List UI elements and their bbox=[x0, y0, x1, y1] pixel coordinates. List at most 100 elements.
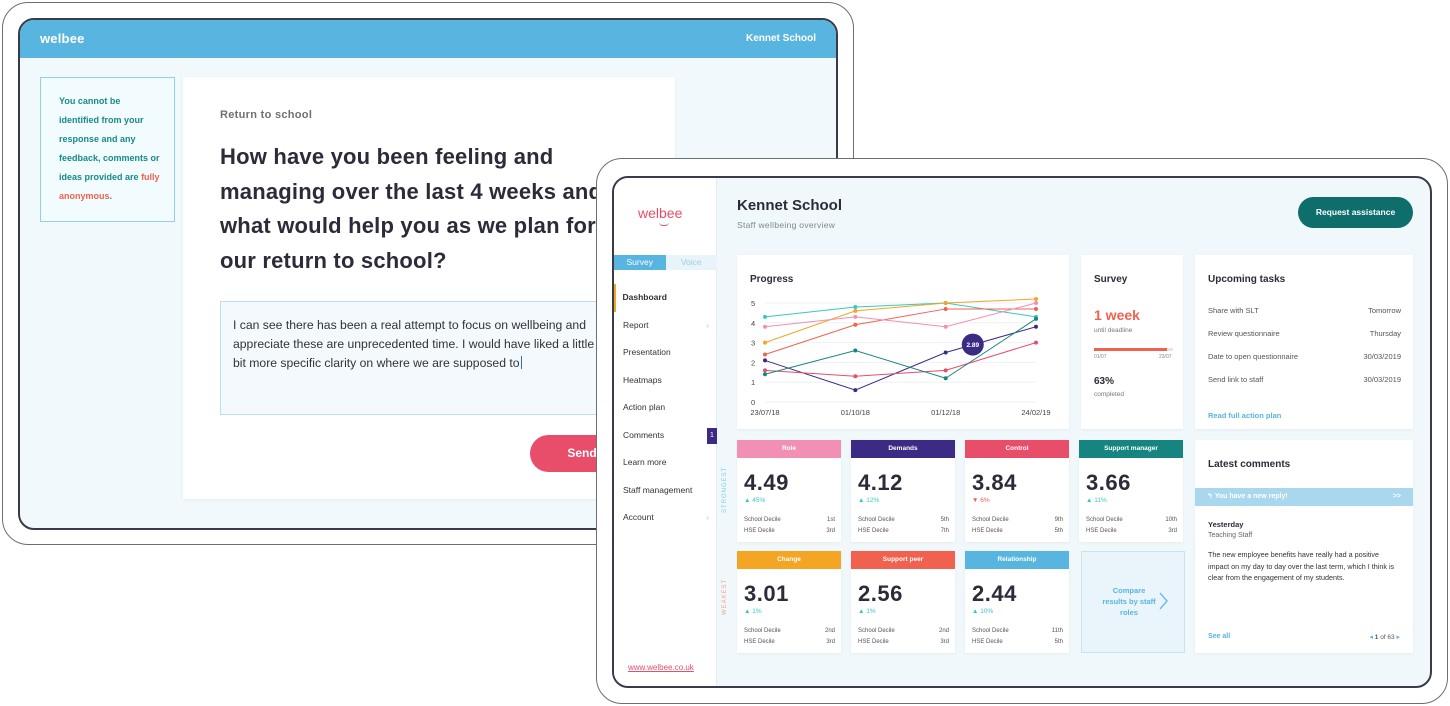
data-point bbox=[763, 340, 767, 345]
hse-decile-row: HSE Decile 3rd bbox=[744, 528, 835, 534]
data-point bbox=[1034, 324, 1038, 329]
arrow-up-icon: ▲ bbox=[972, 608, 979, 615]
task-label: Share with SLT bbox=[1208, 306, 1259, 315]
page-subtitle: Staff wellbeing overview bbox=[737, 220, 836, 230]
hse-decile-row: HSE Decile 3rd bbox=[744, 639, 835, 645]
tile-change: ▲ 12% bbox=[858, 497, 879, 504]
nav-label: Presentation bbox=[623, 347, 671, 357]
reply-icon: ↰ bbox=[1207, 493, 1215, 500]
hse-decile-row: HSE Decile 3rd bbox=[858, 639, 949, 645]
domain-tile-control[interactable]: Control 3.84 ▼ 6% School Decile 9th HSE Decil… bbox=[965, 440, 1069, 542]
data-point bbox=[943, 306, 948, 311]
banner-text: You have a new reply! bbox=[1214, 493, 1288, 500]
welbee-website-link[interactable]: www.welbee.co.uk bbox=[628, 663, 694, 672]
arrow-up-icon: ▲ bbox=[744, 497, 751, 504]
hse-decile-label: HSE Decile bbox=[1086, 528, 1117, 534]
school-decile-value: 9th bbox=[1054, 517, 1063, 523]
tab-voice[interactable]: Voice bbox=[665, 255, 717, 270]
comments-badge: 1 bbox=[707, 427, 717, 444]
tile-score: 3.01 bbox=[744, 581, 789, 606]
school-decile-value: 2nd bbox=[824, 628, 835, 634]
school-decile-value: 11th bbox=[1051, 628, 1063, 634]
domain-tile-change[interactable]: Change 3.01 ▲ 1% School Decile 2nd HSE Decile… bbox=[737, 551, 841, 653]
y-tick-label: 0 bbox=[751, 398, 755, 407]
answer-text: I can see there has been a real attempt … bbox=[233, 318, 595, 371]
school-name: Kennet School bbox=[745, 33, 816, 44]
chevron-right-icon bbox=[1159, 592, 1168, 610]
new-reply-banner[interactable]: ↰ You have a new reply! >> bbox=[1195, 488, 1413, 506]
comment-pagination: ◂ 1 of 63 ▸ bbox=[1369, 633, 1400, 641]
school-decile-label: School Decile bbox=[744, 628, 781, 634]
tile-change: ▲ 11% bbox=[1086, 497, 1107, 504]
school-decile-value: 2nd bbox=[938, 628, 949, 634]
series-line bbox=[764, 342, 1037, 377]
prev-page-icon[interactable]: ◂ bbox=[1369, 634, 1373, 641]
nav-heatmaps[interactable]: Heatmaps bbox=[614, 367, 717, 395]
data-point bbox=[1034, 301, 1038, 305]
compare-staff-roles-button[interactable]: Compare results by staff roles bbox=[1081, 551, 1185, 653]
tab-survey[interactable]: Survey bbox=[614, 255, 666, 270]
read-action-plan-link[interactable]: Read full action plan bbox=[1208, 411, 1282, 420]
request-assistance-button[interactable]: Request assistance bbox=[1298, 197, 1413, 228]
data-point bbox=[853, 388, 858, 393]
data-point bbox=[853, 322, 858, 327]
tile-score: 3.66 bbox=[1086, 470, 1131, 495]
task-due: Tomorrow bbox=[1368, 306, 1401, 315]
x-tick-label: 23/07/18 bbox=[750, 408, 779, 417]
data-point bbox=[763, 372, 767, 377]
nav-presentation[interactable]: Presentation bbox=[614, 339, 717, 367]
school-decile-row: School Decile 1st bbox=[744, 517, 835, 523]
y-tick-label: 4 bbox=[751, 319, 755, 328]
series-line bbox=[764, 302, 1037, 318]
back-tablet-screen: welbee Kennet School You cannot be ident… bbox=[18, 18, 838, 530]
weakest-label: WEAKEST bbox=[722, 578, 728, 615]
domain-tile-support-manager[interactable]: Support manager 3.66 ▲ 11% School Decile 10t… bbox=[1079, 440, 1183, 542]
page-total: of 63 bbox=[1380, 634, 1395, 641]
progress-chart: 0 1 2 3 4 5 23/07/18 01/10/18 01/12/18 24/02/19 2.… bbox=[750, 297, 1051, 417]
question-title: How have you been feeling and managing o… bbox=[220, 144, 603, 273]
school-decile-label: School Decile bbox=[858, 517, 895, 523]
progress-card: Progress 0 1 2 3 4 5 23/07/18 01/10/18 01/12/18 2… bbox=[737, 255, 1069, 429]
tile-header: Role bbox=[737, 440, 841, 458]
task-label: Date to open questionnaire bbox=[1208, 352, 1299, 361]
series-line bbox=[764, 308, 1036, 355]
nav-comments[interactable]: Comments 1 bbox=[614, 422, 717, 450]
series-line bbox=[764, 298, 1037, 344]
nav-dashboard[interactable]: Dashboard bbox=[614, 284, 717, 312]
hse-decile-value: 5th bbox=[1054, 528, 1063, 534]
hse-decile-label: HSE Decile bbox=[858, 528, 889, 534]
task-row[interactable]: Send link to staff 30/03/2019 bbox=[1208, 375, 1401, 384]
sidebar: welbee Survey Voice Dashboard Report › Pr… bbox=[614, 178, 717, 686]
nav-report[interactable]: Report › bbox=[614, 312, 717, 340]
answer-textarea[interactable]: I can see there has been a real attempt … bbox=[220, 301, 620, 415]
nav-account[interactable]: Account › bbox=[614, 504, 717, 532]
hse-decile-row: HSE Decile 3rd bbox=[1086, 528, 1177, 534]
tasks-title: Upcoming tasks bbox=[1208, 274, 1286, 285]
domain-tile-support-peer[interactable]: Support peer 2.56 ▲ 1% School Decile 2nd HSE … bbox=[851, 551, 955, 653]
data-point bbox=[763, 352, 767, 357]
survey-completed-pct: 63% bbox=[1094, 376, 1115, 387]
task-row[interactable]: Date to open questionnaire 30/03/2019 bbox=[1208, 352, 1401, 361]
nav-label: Report bbox=[623, 319, 649, 330]
tile-score: 4.49 bbox=[744, 470, 789, 495]
nav-learn-more[interactable]: Learn more bbox=[614, 449, 717, 477]
nav-action-plan[interactable]: Action plan bbox=[614, 394, 717, 422]
domain-tile-role[interactable]: Role 4.49 ▲ 45% School Decile 1st HSE Decile 3… bbox=[737, 440, 841, 542]
y-tick-label: 2 bbox=[751, 358, 755, 367]
welbee-logo[interactable]: welbee bbox=[40, 31, 85, 46]
school-decile-label: School Decile bbox=[972, 628, 1009, 634]
comments-title: Latest comments bbox=[1208, 459, 1291, 470]
nav-staff-management[interactable]: Staff management bbox=[614, 477, 717, 505]
next-page-icon[interactable]: ▸ bbox=[1396, 634, 1400, 641]
domain-tile-demands[interactable]: Demands 4.12 ▲ 12% School Decile 5th HSE Deci… bbox=[851, 440, 955, 542]
see-all-link[interactable]: See all bbox=[1208, 633, 1231, 640]
task-row[interactable]: Review questionnaire Thursday bbox=[1208, 329, 1401, 338]
hse-decile-label: HSE Decile bbox=[744, 528, 775, 534]
task-row[interactable]: Share with SLT Tomorrow bbox=[1208, 306, 1401, 315]
banner-more[interactable]: >> bbox=[1392, 493, 1401, 500]
welbee-logo[interactable]: welbee bbox=[638, 205, 683, 221]
task-label: Send link to staff bbox=[1208, 375, 1264, 384]
arrow-up-icon: ▲ bbox=[858, 608, 865, 615]
domain-tile-relationship[interactable]: Relationship 2.44 ▲ 10% School Decile 11th HS… bbox=[965, 551, 1069, 653]
hse-decile-value: 3rd bbox=[1168, 528, 1177, 534]
